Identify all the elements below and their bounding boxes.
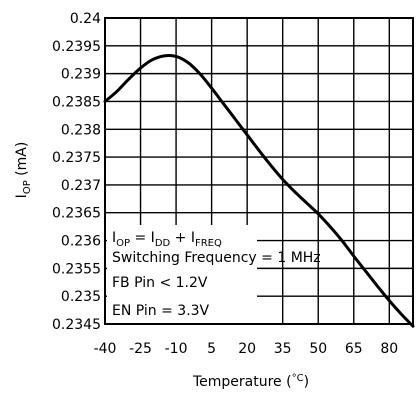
y-axis-label: IOP (mA) — [14, 142, 33, 199]
x-tick-label: 20 — [238, 341, 256, 357]
y-tick-label: 0.2385 — [52, 94, 101, 110]
annotation-background — [107, 225, 257, 323]
plot-border — [104, 17, 414, 325]
x-tick-label: -25 — [129, 341, 152, 357]
x-tick-label: 80 — [380, 341, 398, 357]
y-tick-label: 0.24 — [70, 11, 101, 27]
y-tick-label: 0.2375 — [52, 150, 101, 166]
x-tick-labels: -40 -25 -10 5 20 35 50 65 80 — [94, 341, 399, 357]
annotation-en-pin: EN Pin = 3.3V — [112, 303, 210, 319]
x-tick-label: -40 — [94, 341, 117, 357]
x-tick-label: 5 — [207, 341, 216, 357]
y-tick-label: 0.237 — [61, 178, 101, 194]
y-tick-label: 0.235 — [61, 289, 101, 305]
y-tick-labels: 0.2345 0.235 0.2355 0.236 0.2365 0.237 0.2375 0… — [52, 11, 101, 333]
y-tick-label: 0.2355 — [52, 261, 101, 277]
y-tick-label: 0.239 — [61, 67, 101, 83]
series — [103, 53, 415, 328]
annotation-box: IOP = IDD + IFREQ Switching Frequency = … — [107, 225, 321, 323]
y-tick-label: 0.2395 — [52, 39, 101, 55]
series-line-0 — [103, 53, 415, 328]
x-tick-label: -10 — [165, 341, 188, 357]
annotation-switching-frequency: Switching Frequency = 1 MHz — [112, 250, 321, 266]
plot-frame — [104, 17, 414, 325]
annotation-fb-pin: FB Pin < 1.2V — [112, 275, 208, 291]
x-axis-label: Temperature (°C) — [192, 373, 309, 390]
y-tick-label: 0.2345 — [52, 317, 101, 333]
y-tick-label: 0.238 — [61, 122, 101, 138]
x-tick-label: 65 — [345, 341, 363, 357]
y-tick-label: 0.2365 — [52, 206, 101, 222]
x-tick-label: 50 — [309, 341, 327, 357]
x-tick-label: 35 — [274, 341, 292, 357]
annotation-formula: IOP = IDD + IFREQ — [112, 230, 222, 249]
y-tick-label: 0.236 — [61, 234, 101, 250]
